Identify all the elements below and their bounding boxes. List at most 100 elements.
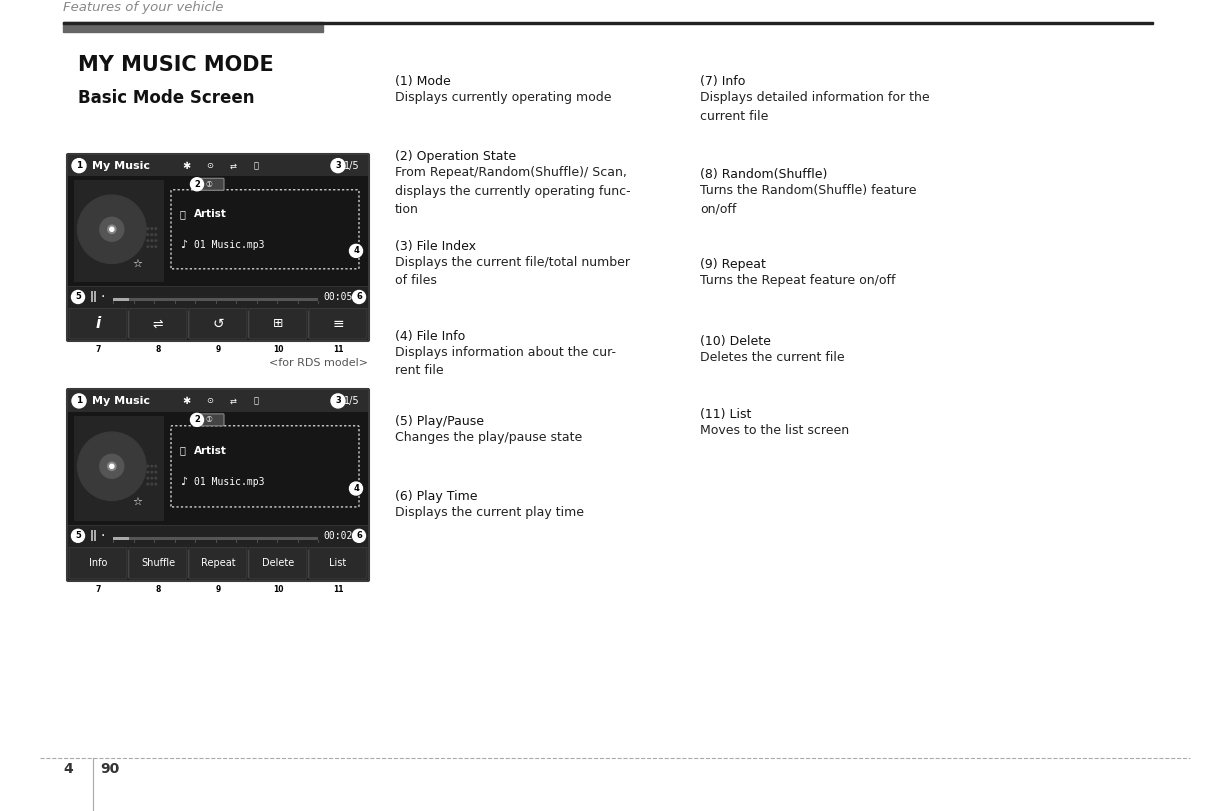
Text: Displays the current file/total number
of files: Displays the current file/total number o… [395, 256, 630, 288]
Text: 00:02: 00:02 [323, 531, 353, 541]
Text: ✱: ✱ [182, 161, 190, 170]
Circle shape [155, 234, 156, 235]
Bar [74, 416, 163, 521]
Circle shape [78, 432, 146, 500]
Text: Displays information about the cur-
rent file: Displays information about the cur- rent… [395, 346, 616, 377]
Text: MY MUSIC MODE: MY MUSIC MODE [78, 55, 273, 75]
Circle shape [190, 178, 204, 191]
Text: Shuffle: Shuffle [142, 559, 174, 569]
FancyBboxPatch shape [70, 547, 127, 579]
Circle shape [272, 583, 284, 597]
Text: 8: 8 [155, 586, 161, 594]
Text: (4) File Info: (4) File Info [395, 330, 465, 343]
Circle shape [151, 471, 152, 473]
Text: ☆: ☆ [132, 497, 142, 507]
Circle shape [92, 583, 105, 597]
Text: Artist: Artist [194, 209, 227, 219]
Circle shape [110, 464, 113, 468]
Text: Artist: Artist [194, 445, 227, 456]
FancyBboxPatch shape [70, 309, 127, 339]
Text: (8) Random(Shuffle): (8) Random(Shuffle) [700, 168, 827, 181]
Bar [68, 390, 368, 412]
Circle shape [353, 290, 366, 303]
Bar [113, 537, 318, 540]
Text: (3) File Index: (3) File Index [395, 240, 476, 253]
Text: Turns the Repeat feature on/off: Turns the Repeat feature on/off [700, 274, 895, 287]
Text: ≡: ≡ [332, 317, 344, 331]
Bar [63, 22, 1153, 24]
Circle shape [151, 583, 165, 597]
Circle shape [107, 225, 116, 234]
Text: My Music: My Music [92, 161, 150, 170]
FancyBboxPatch shape [67, 154, 368, 341]
Text: 11: 11 [333, 345, 343, 354]
Text: (2) Operation State: (2) Operation State [395, 150, 516, 163]
Circle shape [155, 228, 156, 230]
Text: Displays the current play time: Displays the current play time [395, 506, 584, 519]
Text: 5: 5 [76, 531, 81, 540]
Text: ⊙: ⊙ [206, 161, 213, 170]
Text: Repeat: Repeat [200, 559, 235, 569]
Text: 1: 1 [76, 397, 82, 406]
Text: ♪: ♪ [181, 477, 187, 487]
Text: Features of your vehicle: Features of your vehicle [63, 1, 223, 14]
Circle shape [211, 344, 224, 357]
Circle shape [151, 478, 152, 479]
Circle shape [331, 394, 345, 408]
Text: ⇄: ⇄ [231, 397, 237, 406]
Circle shape [155, 246, 156, 247]
Circle shape [72, 530, 84, 543]
Bar [74, 180, 163, 282]
Text: Turns the Random(Shuffle) feature
on/off: Turns the Random(Shuffle) feature on/off [700, 184, 916, 216]
Bar [68, 155, 368, 176]
Circle shape [155, 466, 156, 467]
Circle shape [151, 234, 152, 235]
Circle shape [110, 227, 113, 231]
Circle shape [151, 240, 152, 242]
Circle shape [151, 228, 152, 230]
Text: 10: 10 [273, 586, 283, 594]
Text: Delete: Delete [262, 559, 294, 569]
Circle shape [272, 344, 284, 357]
Circle shape [349, 482, 362, 495]
Circle shape [107, 462, 116, 470]
Text: ✱: ✱ [182, 396, 190, 406]
FancyBboxPatch shape [189, 547, 246, 579]
Text: ⇄: ⇄ [231, 161, 237, 170]
Text: My Music: My Music [92, 396, 150, 406]
Bar [113, 537, 129, 540]
Text: ·: · [100, 290, 105, 304]
Bar [113, 298, 129, 301]
Bar [68, 286, 368, 307]
Circle shape [155, 471, 156, 473]
Text: Displays detailed information for the
current file: Displays detailed information for the cu… [700, 91, 930, 122]
Text: 4: 4 [63, 762, 73, 776]
Circle shape [155, 478, 156, 479]
Text: ①: ① [205, 180, 212, 189]
Circle shape [146, 246, 149, 247]
Text: List: List [329, 559, 346, 569]
Text: From Repeat/Random(Shuffle)/ Scan,
displays the currently operating func-
tion: From Repeat/Random(Shuffle)/ Scan, displ… [395, 166, 631, 216]
Text: ||: || [90, 530, 98, 541]
Circle shape [331, 159, 345, 173]
Circle shape [72, 290, 84, 303]
FancyBboxPatch shape [309, 309, 367, 339]
Text: 8: 8 [155, 345, 161, 354]
Bar [113, 298, 318, 301]
Text: 11: 11 [333, 586, 343, 594]
Text: 5: 5 [76, 293, 81, 302]
Text: ||: || [90, 291, 98, 303]
Text: 9: 9 [216, 345, 221, 354]
FancyBboxPatch shape [67, 389, 368, 581]
Text: ①: ① [205, 415, 212, 424]
Text: 6: 6 [356, 293, 362, 302]
Bar [68, 176, 368, 286]
Circle shape [151, 466, 152, 467]
Circle shape [72, 159, 85, 173]
Circle shape [332, 344, 344, 357]
Text: 3: 3 [336, 397, 340, 406]
FancyBboxPatch shape [189, 309, 246, 339]
Text: 00:05: 00:05 [323, 292, 353, 302]
Text: 7: 7 [95, 345, 101, 354]
FancyBboxPatch shape [249, 309, 307, 339]
